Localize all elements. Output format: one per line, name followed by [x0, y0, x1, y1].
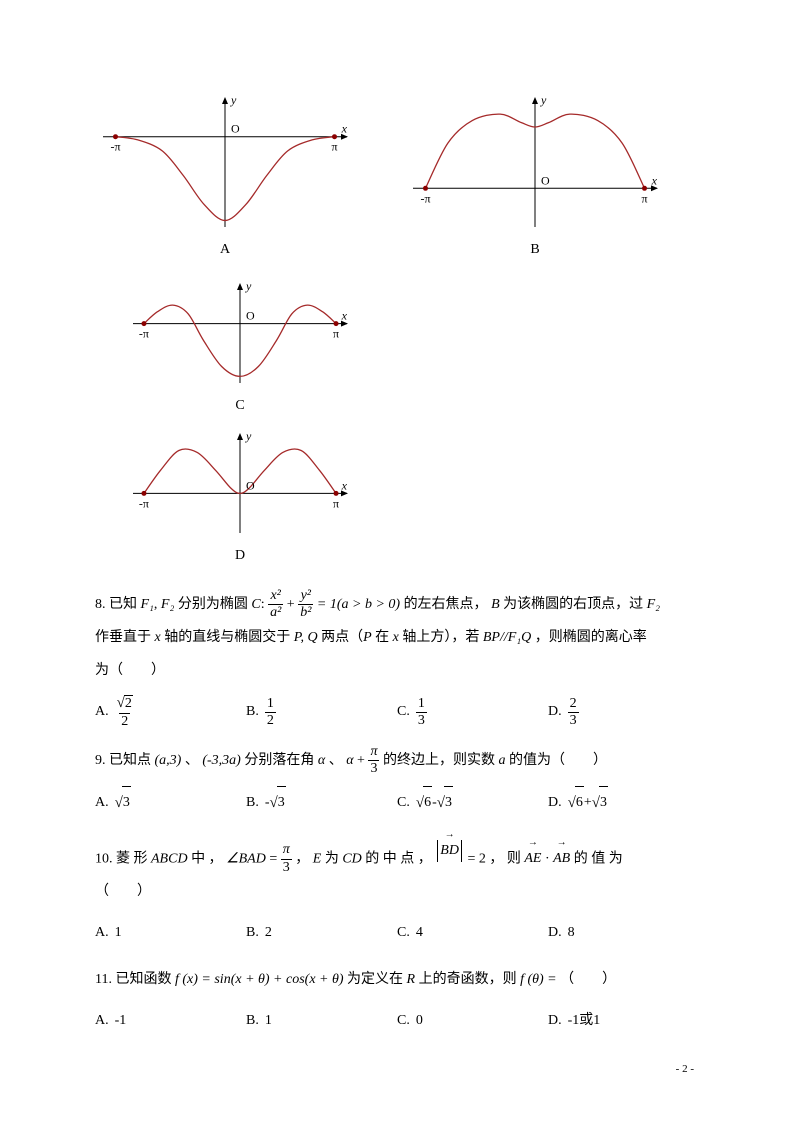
q10-choice-B: B.2 — [246, 917, 397, 950]
svg-text:O: O — [246, 478, 255, 492]
q8-F2b: F₂ — [647, 597, 660, 612]
question-9: 9. 已知点 (a,3) 、 (-3,3a) 分别落在角 α 、 α + π3 … — [95, 744, 699, 821]
q8-F2: F₂ — [161, 597, 174, 612]
svg-text:y: y — [245, 279, 252, 293]
svg-text:π: π — [333, 327, 339, 341]
q8-choice-C: C. 13 — [397, 695, 548, 729]
svg-text:y: y — [230, 93, 237, 107]
svg-text:O: O — [541, 173, 550, 187]
graph-A: Ox y -π π A — [95, 90, 355, 258]
graph-A-label: A — [95, 242, 355, 258]
q9-choice-B: B. - √3 — [246, 786, 397, 821]
svg-text:x: x — [341, 478, 348, 492]
graphs-row-3: Ox y -π π D — [125, 426, 699, 564]
q8-C: C — [251, 597, 260, 612]
graphs-row-2: Ox y -π π C — [125, 276, 699, 414]
q8-t2: 分别为椭圆 — [178, 597, 248, 612]
q8-F1: F₁ — [141, 597, 154, 612]
q10-choice-C: C.4 — [397, 917, 548, 950]
svg-text:-π: -π — [139, 496, 149, 510]
svg-text:O: O — [246, 309, 255, 323]
q8-l3: 为（ ） — [95, 655, 699, 688]
svg-text:x: x — [651, 173, 658, 187]
q8-choice-A: A. √22 — [95, 695, 246, 729]
question-11: 11. 已知函数 f (x) = sin(x + θ) + cos(x + θ)… — [95, 964, 699, 1038]
graph-C-label: C — [125, 398, 355, 414]
q8-choice-D: D. 23 — [548, 695, 699, 729]
q8-choice-B: B. 12 — [246, 695, 397, 729]
page-number: - 2 - — [676, 1063, 694, 1075]
svg-text:π: π — [331, 140, 337, 154]
q8-choices: A. √22 B. 12 C. 13 D. 23 — [95, 695, 699, 729]
q11-choices: A.-1 B.1 C.0 D.-1或1 — [95, 1005, 699, 1038]
svg-text:π: π — [333, 496, 339, 510]
question-10: 10. 菱 形 ABCD 中 ， ∠BAD = π3 ， E 为 CD 的 中 … — [95, 835, 699, 950]
q11-choice-D: D.-1或1 — [548, 1005, 699, 1038]
q10-choices: A.1 B.2 C.4 D.8 — [95, 917, 699, 950]
graph-B-label: B — [405, 242, 665, 258]
question-8: 8. 已知 F₁, F₂ 分别为椭圆 C: x²a² + y²b² = 1(a … — [95, 588, 699, 730]
q8-num: 8. — [95, 597, 106, 612]
page-content: Ox y -π π A Ox y -π π B Ox y -π π C Ox y -π π D 8. 已… — [0, 0, 794, 1038]
graphs-row-1: Ox y -π π A Ox y -π π B — [95, 90, 699, 258]
q11-choice-B: B.1 — [246, 1005, 397, 1038]
q10-abs-BD: BD — [435, 835, 464, 868]
q11-choice-C: C.0 — [397, 1005, 548, 1038]
q9-choice-D: D. √6 + √3 — [548, 786, 699, 821]
q8-frac2: y²b² — [298, 588, 313, 621]
q8-B: B — [491, 597, 500, 612]
svg-text:-π: -π — [420, 191, 430, 205]
q10-choice-A: A.1 — [95, 917, 246, 950]
svg-text:O: O — [231, 122, 240, 136]
graph-D-label: D — [125, 548, 355, 564]
q9-choice-C: C. √6 - √3 — [397, 786, 548, 821]
svg-text:π: π — [641, 191, 647, 205]
q9-choice-A: A. √3 — [95, 786, 246, 821]
graph-B: Ox y -π π B — [405, 90, 665, 258]
q8-frac1: x²a² — [268, 588, 283, 621]
q8-t4: 为该椭圆的右顶点，过 — [503, 597, 643, 612]
svg-text:x: x — [341, 309, 348, 323]
q8-l2a: 作垂直于 — [95, 630, 155, 645]
q8-t3: 的左右焦点， — [404, 597, 488, 612]
q11-choice-A: A.-1 — [95, 1005, 246, 1038]
svg-text:-π: -π — [139, 327, 149, 341]
q8-eqtail: = 1(a > b > 0) — [317, 597, 400, 612]
svg-text:x: x — [341, 122, 348, 136]
q9-choices: A. √3 B. - √3 C. √6 - √3 D. √6 + √3 — [95, 786, 699, 821]
svg-text:-π: -π — [110, 140, 120, 154]
q10-choice-D: D.8 — [548, 917, 699, 950]
graph-C: Ox y -π π C — [125, 276, 355, 414]
svg-text:y: y — [540, 93, 547, 107]
graph-D: Ox y -π π D — [125, 426, 355, 564]
q8-t1: 已知 — [109, 597, 137, 612]
svg-text:y: y — [245, 429, 252, 443]
